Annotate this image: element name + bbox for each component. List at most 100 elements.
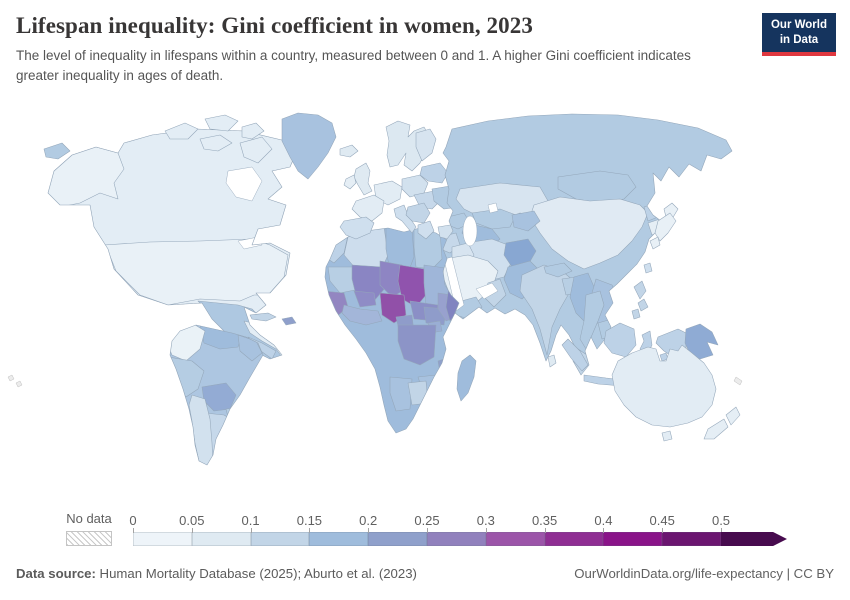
- red-sea: [443, 256, 465, 312]
- legend-tick-mark: [133, 528, 134, 533]
- arctic-island[interactable]: [199, 134, 233, 152]
- legend-band-4[interactable]: [368, 532, 427, 546]
- country-iceland[interactable]: [339, 144, 359, 158]
- country-burkina-faso[interactable]: [353, 290, 377, 308]
- indonesia-sumatra[interactable]: [561, 338, 589, 372]
- legend-band-8[interactable]: [603, 532, 663, 546]
- country-cuba[interactable]: [249, 312, 277, 322]
- legend-band-2[interactable]: [250, 532, 310, 546]
- country-namibia[interactable]: [389, 376, 413, 412]
- arctic-island[interactable]: [241, 122, 265, 140]
- legend-tick-mark: [427, 528, 428, 533]
- country-mongolia[interactable]: [557, 170, 637, 204]
- region-nepal-bhutan[interactable]: [543, 262, 573, 278]
- country-united-kingdom[interactable]: [353, 162, 373, 196]
- legend-band-3[interactable]: [309, 532, 369, 546]
- country-france[interactable]: [351, 194, 385, 222]
- country-chile[interactable]: [188, 394, 214, 467]
- region-belarus-baltics[interactable]: [419, 162, 449, 184]
- legend-band-0[interactable]: [133, 532, 192, 546]
- persian-gulf: [475, 282, 499, 300]
- philippines-island[interactable]: [633, 280, 647, 300]
- legend-band-10[interactable]: [720, 532, 787, 546]
- hawaii-no-data[interactable]: [15, 380, 23, 388]
- philippines-island[interactable]: [631, 308, 641, 320]
- country-paraguay[interactable]: [225, 406, 245, 426]
- legend-band-1[interactable]: [191, 532, 251, 546]
- legend-tick-label-0.15: 0.15: [296, 513, 323, 528]
- legend-no-data[interactable]: No data: [66, 511, 112, 546]
- data-source-text: Human Mortality Database (2025); Aburto …: [95, 566, 417, 581]
- country-papua-new-guinea[interactable]: [684, 323, 719, 360]
- data-source-label: Data source:: [16, 566, 96, 581]
- country-kazakhstan[interactable]: [455, 182, 549, 222]
- country-peru[interactable]: [168, 356, 205, 398]
- country-malawi[interactable]: [437, 358, 447, 374]
- legend-bar: [133, 532, 793, 546]
- philippines-island[interactable]: [637, 298, 649, 312]
- tasmania[interactable]: [661, 430, 673, 442]
- owid-logo[interactable]: Our World in Data: [762, 13, 836, 56]
- country-china[interactable]: [529, 196, 649, 270]
- chart-subtitle: The level of inequality in lifespans wit…: [16, 48, 691, 83]
- map-legend: No data 0 0.05 0.1 0.15 0.2 0.25 0.3 0.35 0.4 0.4…: [0, 511, 850, 546]
- country-lesotho[interactable]: [417, 414, 429, 426]
- region-kyrgyzstan-tajikistan[interactable]: [511, 210, 541, 232]
- page-title: Lifespan inequality: Gini coefficient in…: [16, 13, 533, 38]
- country-finland[interactable]: [415, 128, 437, 162]
- legend-tick-label-0.35: 0.35: [531, 513, 558, 528]
- region-west-africa-coast[interactable]: [341, 304, 383, 326]
- new-zealand-south-island[interactable]: [703, 418, 729, 440]
- chart-footer: Data source: Human Mortality Database (2…: [16, 566, 834, 581]
- legend-tick-label-0.1: 0.1: [241, 513, 260, 528]
- legend-tick-mark: [250, 528, 252, 533]
- legend-tick-label-0.45: 0.45: [649, 513, 675, 528]
- baffin-island[interactable]: [239, 136, 273, 164]
- indonesia-borneo[interactable]: [603, 322, 637, 358]
- legend-band-6[interactable]: [485, 532, 545, 546]
- legend-tick-label-0.4: 0.4: [594, 513, 613, 528]
- country-sri-lanka[interactable]: [547, 354, 557, 368]
- country-drc[interactable]: [397, 324, 437, 366]
- hawaii-no-data[interactable]: [7, 374, 15, 382]
- country-australia[interactable]: [611, 344, 717, 428]
- legend-ticks: 0 0.05 0.1 0.15 0.2 0.25 0.3 0.35 0.4 0.45 0.5: [129, 513, 793, 533]
- caspian-sea: [462, 215, 478, 247]
- country-greenland[interactable]: [281, 112, 337, 180]
- legend-band-9[interactable]: [662, 532, 721, 546]
- country-thailand[interactable]: [579, 290, 605, 350]
- new-caledonia-no-data[interactable]: [733, 376, 743, 386]
- asia-outline: [442, 113, 733, 376]
- country-united-states[interactable]: [103, 238, 289, 306]
- new-zealand-north-island[interactable]: [725, 406, 741, 426]
- country-greece[interactable]: [417, 220, 435, 240]
- japan-honshu[interactable]: [654, 212, 677, 242]
- data-source: Data source: Human Mortality Database (2…: [16, 566, 417, 581]
- hudson-bay: [225, 166, 263, 202]
- legend-tick-label-0.5: 0.5: [711, 513, 731, 528]
- arctic-island[interactable]: [204, 114, 239, 132]
- no-data-swatch[interactable]: [66, 531, 112, 546]
- world-map: [0, 109, 850, 505]
- legend-tick-label-0.2: 0.2: [359, 513, 378, 528]
- legend-band-7[interactable]: [544, 532, 604, 546]
- country-italy[interactable]: [393, 204, 417, 234]
- chart-header: Lifespan inequality: Gini coefficient in…: [0, 0, 850, 85]
- world-map-svg: [7, 112, 743, 467]
- region-chukotka[interactable]: [43, 142, 71, 160]
- japan-kyushu[interactable]: [649, 236, 661, 250]
- arctic-island[interactable]: [164, 122, 199, 140]
- country-taiwan[interactable]: [643, 262, 653, 274]
- south-america-outline: [169, 324, 264, 466]
- region-iberia[interactable]: [339, 216, 375, 240]
- legend-tick-mark: [368, 528, 370, 533]
- owid-logo-line1: Our World: [770, 19, 827, 31]
- legend-tick-mark: [485, 528, 487, 533]
- legend-tick-mark: [662, 528, 664, 533]
- legend-band-5[interactable]: [426, 532, 486, 546]
- legend-scale: 0 0.05 0.1 0.15 0.2 0.25 0.3 0.35 0.4 0.45 0.5: [129, 513, 793, 546]
- country-ireland[interactable]: [343, 174, 357, 190]
- island-hispaniola[interactable]: [281, 316, 297, 326]
- country-madagascar[interactable]: [456, 354, 477, 402]
- footer-link[interactable]: OurWorldinData.org/life-expectancy | CC …: [574, 566, 834, 581]
